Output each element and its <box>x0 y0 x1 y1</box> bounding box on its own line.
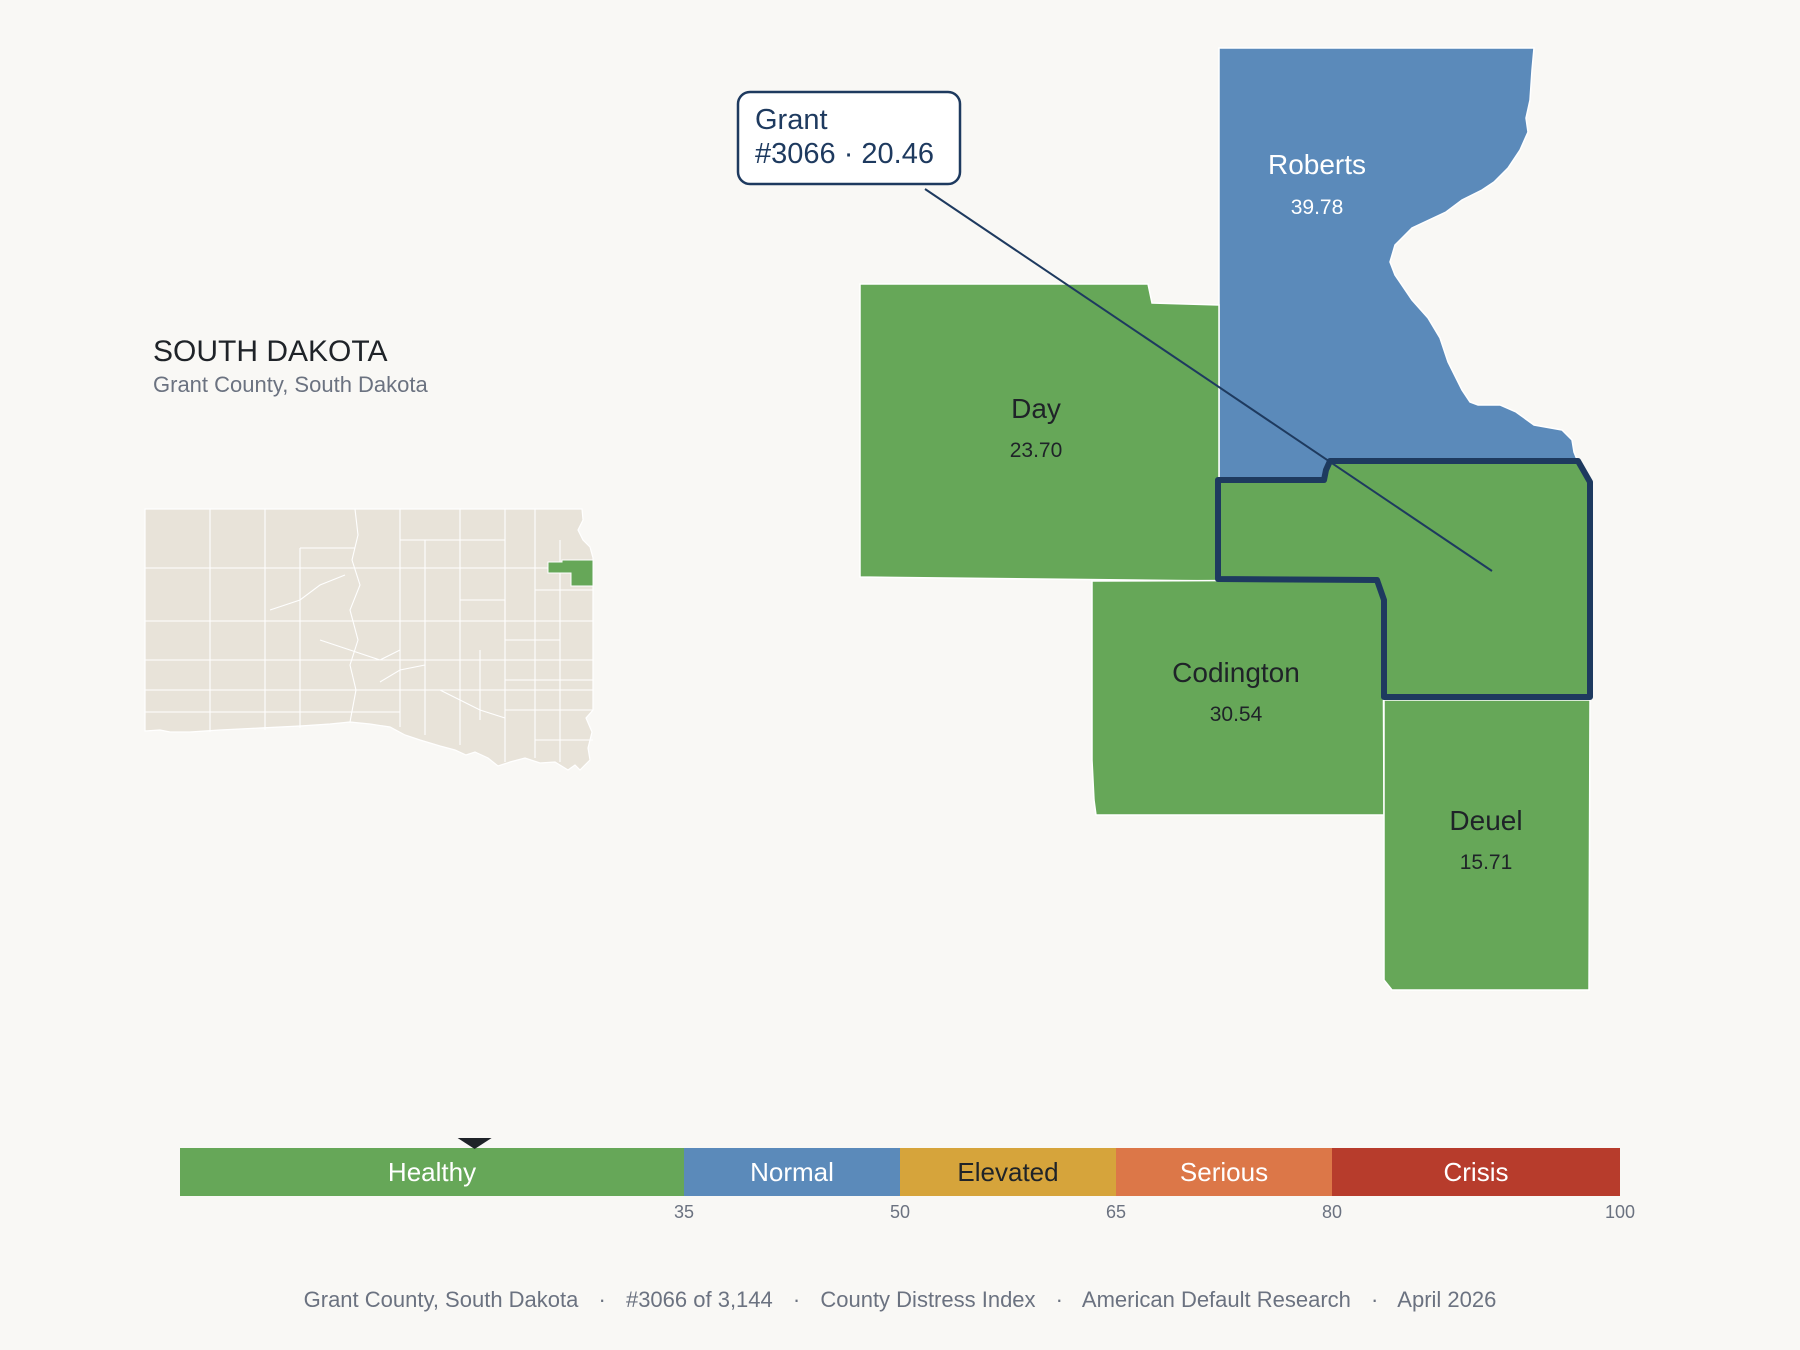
legend-tick-65: 65 <box>1106 1202 1126 1222</box>
footer-caption: Grant County, South Dakota · #3066 of 3,… <box>304 1287 1497 1312</box>
county-codington[interactable] <box>1091 579 1385 816</box>
county-label-codington: Codington <box>1172 657 1300 688</box>
legend-band-healthy <box>180 1148 684 1196</box>
legend-tick-80: 80 <box>1322 1202 1342 1222</box>
footer-date: April 2026 <box>1397 1287 1496 1312</box>
footer-rank: #3066 of 3,144 <box>626 1287 773 1312</box>
callout-box <box>736 90 962 186</box>
county-score-roberts: 39.78 <box>1291 196 1344 219</box>
callout-rank-score: #3066 · 20.46 <box>755 138 934 170</box>
county-label-deuel: Deuel <box>1449 805 1522 836</box>
legend-marker <box>457 1138 492 1149</box>
legend-band-label-elevated: Elevated <box>957 1157 1058 1187</box>
county-score-codington: 30.54 <box>1210 703 1263 726</box>
county-label-day: Day <box>1011 393 1061 424</box>
county-deuel[interactable] <box>1383 699 1591 991</box>
callout-leader-line <box>924 188 1493 572</box>
state-outline <box>144 508 594 771</box>
legend-band-elevated <box>900 1148 1116 1196</box>
inset-grant-highlight <box>547 559 594 587</box>
distress-legend: Healthy Normal Elevated Serious Crisis 35 50 65… <box>180 1138 1635 1222</box>
footer-separator-3: · <box>1056 1287 1063 1312</box>
legend-tick-50: 50 <box>890 1202 910 1222</box>
legend-band-label-normal: Normal <box>750 1157 834 1187</box>
legend-band-serious <box>1116 1148 1332 1196</box>
legend-band-crisis <box>1332 1148 1620 1196</box>
county-map: Roberts 39.78 Day 23.70 Codington 30.54 … <box>859 47 1593 991</box>
grant-selection-outline <box>1215 458 1593 700</box>
county-score-deuel: 15.71 <box>1460 851 1513 874</box>
legend-tick-100: 100 <box>1605 1202 1635 1222</box>
state-inset-map <box>144 508 594 771</box>
footer-source: American Default Research <box>1082 1287 1351 1312</box>
legend-band-label-crisis: Crisis <box>1444 1157 1509 1187</box>
grant-callout: Grant #3066 · 20.46 <box>736 90 1493 572</box>
footer-separator-1: · <box>599 1287 606 1312</box>
county-roberts[interactable] <box>1218 47 1580 481</box>
county-label-roberts: Roberts <box>1268 149 1366 180</box>
county-score-day: 23.70 <box>1010 439 1063 462</box>
legend-band-label-serious: Serious <box>1180 1157 1268 1187</box>
footer-separator-4: · <box>1371 1287 1378 1312</box>
legend-band-label-healthy: Healthy <box>388 1157 476 1187</box>
county-day[interactable] <box>859 283 1220 582</box>
legend-tick-35: 35 <box>674 1202 694 1222</box>
footer-index: County Distress Index <box>820 1287 1035 1312</box>
state-subtitle: Grant County, South Dakota <box>153 372 429 397</box>
legend-band-normal <box>684 1148 900 1196</box>
footer-county: Grant County, South Dakota <box>304 1287 580 1312</box>
callout-county-name: Grant <box>755 104 828 136</box>
inset-county-lines <box>145 508 593 762</box>
footer-separator-2: · <box>793 1287 800 1312</box>
state-title: SOUTH DAKOTA <box>153 335 387 368</box>
